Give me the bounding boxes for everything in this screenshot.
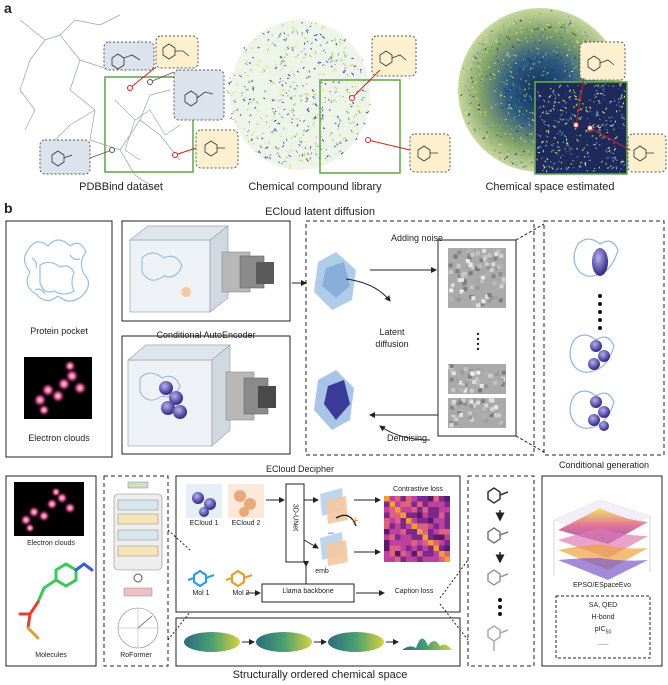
chemical-space-strip [175,617,461,667]
library-zoom-box [319,79,401,174]
mol2-label: Mol 2 [232,590,250,597]
mol-1-icon [187,569,215,588]
mol-card-yellow-5 [579,41,626,81]
space-label: Chemical space estimated [485,181,615,193]
ecloud2-label: ECloud 2 [231,520,261,527]
prop-hbond: H-bond [591,614,615,621]
mol-card-yellow-1 [155,35,199,69]
contrastive-loss-label: Contrastive loss [393,486,443,493]
generation-column-box [467,475,535,667]
noise-stack-box [437,239,517,437]
protein-pocket-label: Protein pocket [30,326,88,336]
roformer-box [103,475,169,667]
emb-label: emb [315,568,329,575]
latent-diffusion-box [305,220,535,456]
pdbbind-label: PDBBind dataset [79,181,163,193]
decipher-main-box [175,475,461,613]
pdbbind-zoom-box [104,76,194,173]
protein-pocket-image [23,239,90,302]
pdbbind-tree [19,14,181,186]
epso-surface-plot [553,499,651,580]
autoencoder-box [121,220,291,322]
epso-box [541,475,663,667]
roformer-architecture [113,481,163,649]
denoising-label: Denoising [386,433,428,443]
autoencoder-label: Conditional AutoEncoder [156,330,256,340]
decipher-input-box [5,475,97,667]
electron-clouds-label: Electron clouds [28,433,90,443]
mol-card-grey-3 [39,139,91,175]
voxel-cubes-encoder [128,225,274,313]
conditional-generation-box [543,220,665,456]
svg-text:+: + [352,515,358,527]
prop-sa-qed: SA, QED [588,602,618,609]
library-label: Chemical compound library [248,181,382,193]
generation-pockets [569,238,619,431]
compound-library-cloud [226,20,372,170]
latent-title: ECloud latent diffusion [265,206,375,218]
llama-label: Llama backbone [282,588,334,595]
unet-block [285,483,305,563]
ecloud1-label: ECloud 1 [189,520,219,527]
decoder-box [121,335,291,455]
molecule-stick-model [18,562,94,640]
input-box [5,220,113,458]
decipher-title: ECloud Decipher [265,464,335,474]
latent-diffusion-label: Latent diffusion [375,327,409,349]
mol-card-yellow-3 [371,35,417,77]
electron-clouds-label-2: Electron clouds [27,540,75,547]
generated-molecules [487,487,509,651]
voxel-cubes-decoder [127,344,276,447]
prop-pic50: pIC50 [594,626,612,636]
bottom-title: Structurally ordered chemical space [232,669,408,681]
mol-2-icon [225,569,253,588]
ecloud-2-image [228,484,264,518]
caption-loss-label: Caption loss [394,588,434,595]
latent-shape-noisy [314,252,356,310]
conditional-generation-label: Conditional generation [558,460,650,470]
llama-backbone-block [261,583,355,603]
latent-shape-denoised [314,370,354,430]
surface-evolution [184,632,452,652]
mol-card-grey-2 [173,69,225,121]
properties-box [555,595,651,659]
mol1-label: Mol 1 [192,590,210,597]
adding-noise-label: Adding noise [390,233,444,243]
molecules-label: Molecules [35,652,67,659]
svg-text:–: – [328,527,335,539]
panel-b-letter: b [4,200,13,216]
panel-a-letter: a [4,0,12,16]
unet-label: 3D-UNet [291,503,299,532]
ecloud-1-image [186,484,222,518]
roformer-label: RoFormer [120,652,152,659]
prop-more: ...... [597,640,609,647]
embedding-bars: – + [320,488,358,566]
epso-label: EPSO/ESpaceEvo [573,582,631,589]
